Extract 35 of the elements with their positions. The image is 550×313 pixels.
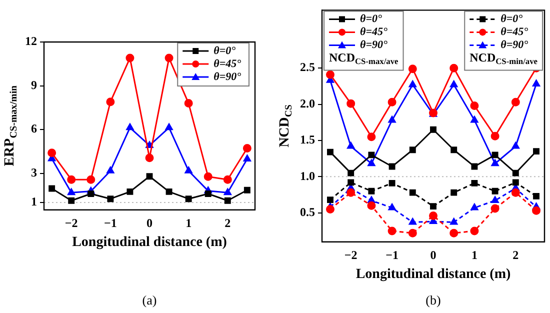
legend-label: θ=45° xyxy=(500,26,529,38)
x-tick-label: 1 xyxy=(471,248,478,262)
x-tick-label: 2 xyxy=(512,248,519,262)
x-tick-label: 2 xyxy=(224,216,231,230)
legend-label: θ=45° xyxy=(214,58,242,70)
x-tick-label: 1 xyxy=(186,216,192,230)
x-axis-title: Longitudinal distance (m) xyxy=(72,235,228,250)
legend-label: θ=0° xyxy=(360,13,382,26)
y-tick-label: 1.5 xyxy=(300,132,315,147)
y-axis-title: ERPCS-max/min xyxy=(2,84,20,166)
legend-label: θ=90° xyxy=(500,39,529,52)
x-tick-label: −2 xyxy=(344,248,358,262)
x-tick-label: −1 xyxy=(386,248,398,262)
legend-label: θ=45° xyxy=(360,26,388,38)
legend-label: θ=0° xyxy=(214,44,236,57)
text: (b) xyxy=(426,292,441,308)
x-tick-label: −1 xyxy=(104,216,117,230)
y-tick-label: 3 xyxy=(31,165,37,180)
x-tick-label: −2 xyxy=(64,216,78,230)
y-tick-label: 1.0 xyxy=(300,168,315,183)
y-tick-label: 0.5 xyxy=(300,204,315,219)
y-tick-label: 2.5 xyxy=(300,60,315,74)
text: (a) xyxy=(142,292,157,308)
legend-label: θ=90° xyxy=(360,39,388,52)
y-tick-label: 9 xyxy=(31,78,37,92)
x-axis-title: Longitudinal distance (m) xyxy=(356,267,511,282)
y-tick-label: 2.0 xyxy=(300,96,315,110)
legend-label: θ=90° xyxy=(214,70,242,83)
y-axis-title: NCDCS xyxy=(278,104,295,148)
y-tick-label: 6 xyxy=(31,122,37,136)
y-tick-label: 1 xyxy=(31,194,37,209)
x-tick-label: 0 xyxy=(146,216,152,230)
legend-label: θ=0° xyxy=(500,13,524,26)
y-tick-label: 12 xyxy=(25,34,37,48)
x-tick-label: 0 xyxy=(430,248,436,262)
